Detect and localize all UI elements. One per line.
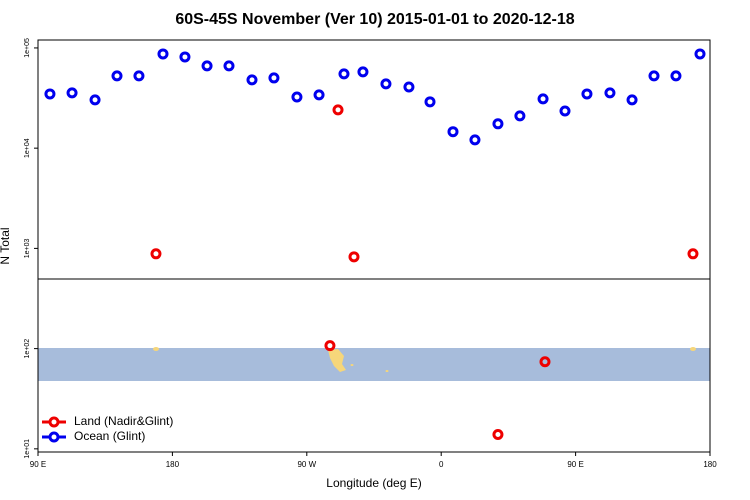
point bbox=[179, 51, 191, 63]
point bbox=[492, 118, 504, 130]
point bbox=[492, 429, 504, 441]
point bbox=[469, 134, 481, 146]
x-tick-label: 180 bbox=[166, 460, 180, 469]
point bbox=[626, 94, 638, 106]
point bbox=[338, 68, 350, 80]
point bbox=[559, 105, 571, 117]
y-tick-label: 1e+01 bbox=[24, 439, 31, 459]
map-land bbox=[153, 347, 159, 351]
x-tick-label: 90 E bbox=[567, 460, 583, 469]
x-tick-label: 90 E bbox=[30, 460, 46, 469]
x-tick-label: 180 bbox=[703, 460, 717, 469]
chart-title: 60S-45S November (Ver 10) 2015-01-01 to … bbox=[175, 11, 574, 28]
legend-label: Land (Nadir&Glint) bbox=[74, 414, 173, 428]
point bbox=[66, 87, 78, 99]
point bbox=[223, 60, 235, 72]
point bbox=[44, 88, 56, 100]
map-ocean bbox=[38, 348, 710, 381]
point bbox=[133, 70, 145, 82]
point bbox=[357, 66, 369, 78]
point bbox=[424, 96, 436, 108]
legend-label: Ocean (Glint) bbox=[74, 429, 145, 443]
y-tick-label: 1e+04 bbox=[24, 138, 31, 158]
map-land bbox=[328, 349, 346, 372]
point bbox=[670, 70, 682, 82]
point bbox=[380, 78, 392, 90]
point bbox=[537, 93, 549, 105]
map-land bbox=[385, 370, 389, 372]
point bbox=[539, 356, 551, 368]
point bbox=[150, 248, 162, 260]
x-tick-label: 90 W bbox=[297, 460, 316, 469]
point bbox=[201, 60, 213, 72]
y-tick-label: 1e+02 bbox=[24, 339, 31, 359]
point bbox=[648, 70, 660, 82]
point bbox=[324, 340, 336, 352]
point bbox=[348, 251, 360, 263]
point bbox=[403, 81, 415, 93]
point bbox=[246, 74, 258, 86]
x-tick-label: 0 bbox=[439, 460, 444, 469]
point bbox=[581, 88, 593, 100]
point bbox=[332, 104, 344, 116]
point bbox=[604, 87, 616, 99]
map-strip bbox=[38, 278, 710, 381]
point bbox=[268, 72, 280, 84]
point bbox=[157, 48, 169, 60]
y-tick-label: 1e+03 bbox=[24, 238, 31, 258]
point bbox=[291, 91, 303, 103]
point bbox=[687, 248, 699, 260]
x-axis-label: Longitude (deg E) bbox=[326, 476, 421, 490]
point bbox=[447, 126, 459, 138]
point bbox=[694, 48, 706, 60]
point bbox=[313, 89, 325, 101]
point bbox=[89, 94, 101, 106]
point bbox=[514, 110, 526, 122]
legend-marker bbox=[48, 431, 60, 443]
point bbox=[111, 70, 123, 82]
y-tick-label: 1e+05 bbox=[24, 38, 31, 58]
legend-marker bbox=[48, 416, 60, 428]
map-land bbox=[690, 347, 696, 351]
y-axis-label: N Total bbox=[0, 227, 12, 264]
map-land bbox=[350, 364, 354, 366]
plot-frame bbox=[37, 39, 711, 453]
